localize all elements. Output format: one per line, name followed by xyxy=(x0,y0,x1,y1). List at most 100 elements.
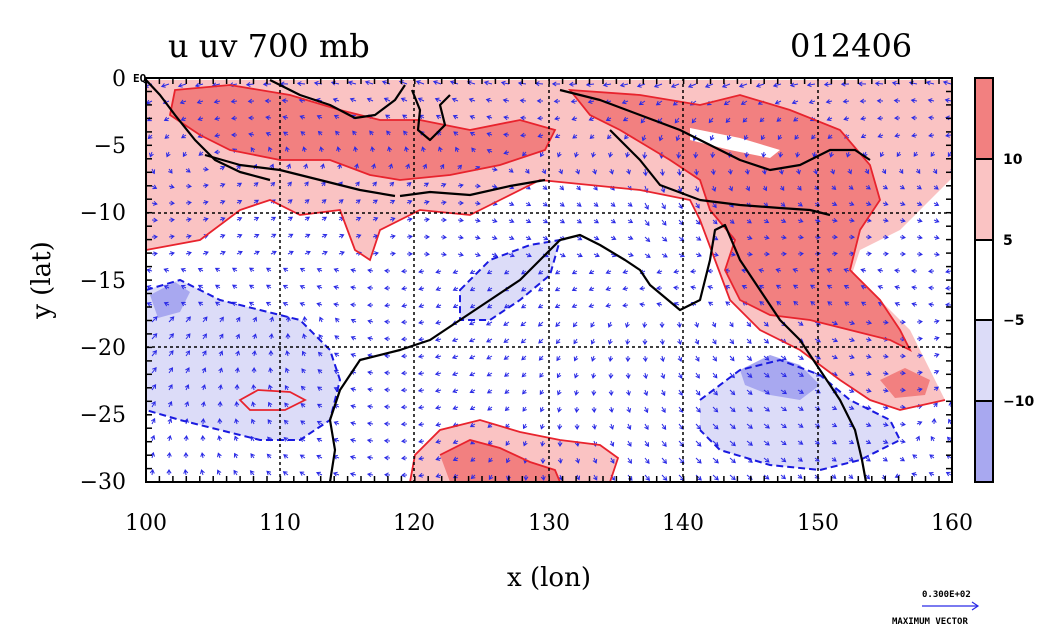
wind-vector xyxy=(915,168,921,175)
wind-vector xyxy=(423,234,430,240)
wind-vector xyxy=(746,423,753,429)
wind-vector xyxy=(746,406,753,412)
wind-vector xyxy=(557,441,563,447)
wind-vector xyxy=(865,251,872,257)
wind-vector xyxy=(184,384,190,391)
strong-negative-west xyxy=(150,282,190,318)
wind-vector xyxy=(521,355,527,361)
wind-vector xyxy=(899,387,906,393)
wind-vector xyxy=(452,303,459,309)
wind-vector xyxy=(848,474,854,480)
wind-vector xyxy=(695,252,702,258)
wind-vector xyxy=(367,319,374,324)
wind-vector xyxy=(439,163,445,170)
wind-vector xyxy=(605,269,612,274)
wind-vector xyxy=(401,336,408,342)
wind-vector xyxy=(721,83,731,88)
wind-vector xyxy=(588,116,595,121)
wind-vector xyxy=(559,202,565,207)
wind-vector xyxy=(911,268,918,274)
wind-vector xyxy=(219,217,226,222)
wind-vector xyxy=(333,352,340,358)
wind-vector xyxy=(588,269,595,275)
wind-vector xyxy=(780,389,787,395)
wind-vector xyxy=(389,234,396,240)
wind-vector xyxy=(441,217,447,223)
wind-vector xyxy=(233,452,239,459)
wind-vector xyxy=(588,286,595,291)
wind-vector xyxy=(780,234,787,240)
wind-vector xyxy=(367,285,374,291)
wind-vector xyxy=(381,80,391,85)
wind-vector xyxy=(690,285,697,291)
wind-vector xyxy=(729,321,734,328)
wind-vector xyxy=(179,99,187,105)
wind-vector xyxy=(185,183,192,189)
wind-vector xyxy=(763,355,770,361)
wind-vector xyxy=(236,250,243,256)
wind-vector xyxy=(911,302,918,307)
wind-vector xyxy=(491,166,498,172)
wind-vector xyxy=(729,355,735,362)
wind-vector xyxy=(401,303,408,308)
wind-vector xyxy=(573,355,579,362)
wind-vector xyxy=(899,438,906,444)
wind-vector xyxy=(576,218,583,224)
wind-vector xyxy=(502,98,510,103)
wind-vector xyxy=(627,218,634,224)
wind-vector xyxy=(197,116,204,121)
wind-vector xyxy=(626,389,631,397)
wind-vector xyxy=(591,355,596,362)
wind-vector xyxy=(452,269,459,274)
wind-vector xyxy=(200,401,206,408)
wind-vector xyxy=(503,355,510,360)
wind-vector xyxy=(388,163,393,170)
wind-vector xyxy=(285,146,290,153)
wind-vector xyxy=(287,199,293,204)
wind-vector xyxy=(542,235,549,241)
wind-vector xyxy=(149,468,155,476)
wind-vector xyxy=(789,82,799,88)
wind-vector xyxy=(202,316,208,323)
wind-vector xyxy=(401,285,408,291)
wind-vector xyxy=(520,132,527,138)
wind-vector xyxy=(384,268,391,274)
wind-vector xyxy=(503,115,510,121)
wind-vector xyxy=(491,184,498,189)
wind-vector xyxy=(575,457,580,464)
colorbar-swatch-negative xyxy=(975,320,993,401)
wind-vector xyxy=(607,321,613,328)
wind-vector xyxy=(457,217,464,223)
wind-vector xyxy=(355,234,362,239)
wind-vector xyxy=(520,269,527,275)
wind-vector xyxy=(893,98,901,104)
wind-vector xyxy=(772,82,782,88)
vector-key-label: MAXIMUM VECTOR xyxy=(892,617,968,627)
wind-vector xyxy=(470,474,476,480)
wind-vector xyxy=(265,132,272,137)
wind-vector xyxy=(933,251,940,257)
wind-vector xyxy=(945,132,952,138)
wind-vector xyxy=(400,97,408,102)
wind-vector xyxy=(776,117,782,122)
wind-vector xyxy=(417,353,425,359)
wind-vector xyxy=(559,185,565,191)
wind-vector xyxy=(423,200,430,205)
wind-vector xyxy=(627,235,634,240)
wind-vector xyxy=(404,146,409,153)
wind-vector xyxy=(488,457,493,463)
wind-vector xyxy=(571,286,578,292)
wind-vector xyxy=(844,301,850,306)
wind-vector xyxy=(423,217,430,223)
wind-vector xyxy=(401,319,408,325)
wind-vector xyxy=(826,284,833,290)
wind-vector xyxy=(608,372,614,379)
wind-vector xyxy=(848,439,855,445)
wind-vector xyxy=(486,132,493,137)
wind-vector xyxy=(557,423,563,430)
wind-vector xyxy=(809,268,816,273)
wind-vector xyxy=(780,251,787,257)
wind-vector xyxy=(676,321,682,329)
wind-vector xyxy=(504,406,510,412)
coastlines xyxy=(146,79,871,482)
